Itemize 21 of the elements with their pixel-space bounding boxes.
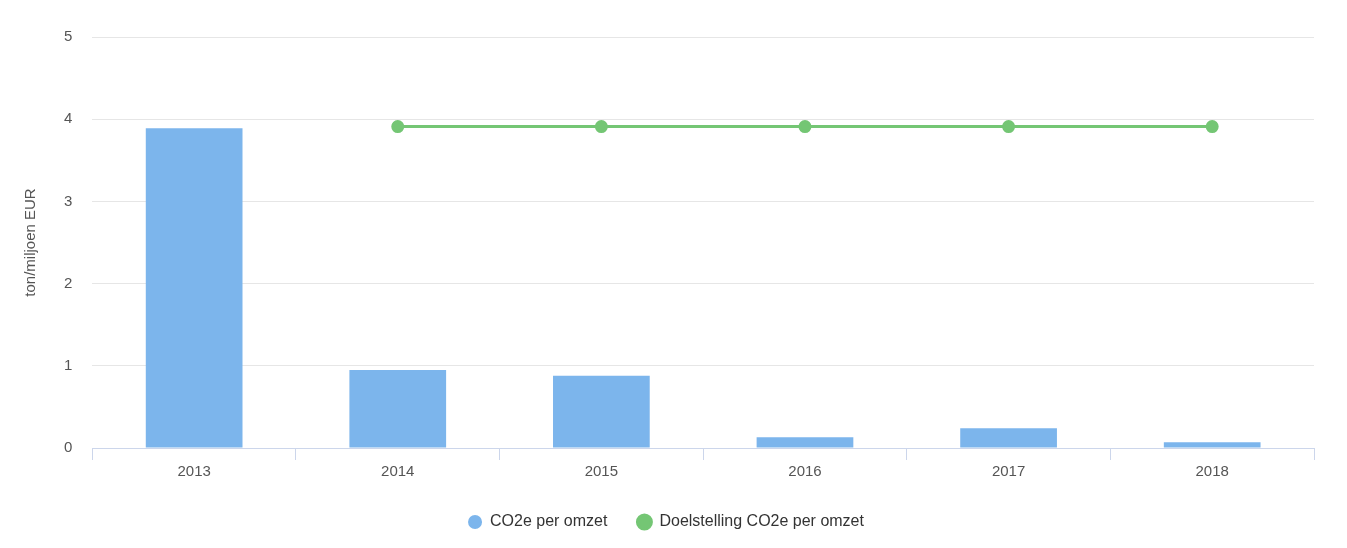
y-tick-label: 5 bbox=[64, 27, 73, 45]
x-tick-label: 2016 bbox=[788, 462, 822, 480]
x-tick-label: 2014 bbox=[381, 462, 415, 480]
x-tick-label: 2017 bbox=[991, 462, 1026, 480]
bar bbox=[960, 428, 1057, 448]
bar bbox=[553, 375, 650, 448]
x-tick-label: 2015 bbox=[584, 462, 619, 480]
legend-label: CO2e per omzet bbox=[490, 512, 608, 530]
y-tick-label: 4 bbox=[64, 109, 73, 127]
legend-label: Doelstelling CO2e per omzet bbox=[659, 512, 865, 530]
bar bbox=[145, 128, 243, 448]
bar bbox=[1163, 442, 1261, 448]
y-axis-title: ton/miljoen EUR bbox=[21, 188, 39, 297]
y-tick-label: 0 bbox=[64, 438, 73, 456]
x-tick-label: 2013 bbox=[177, 462, 211, 480]
y-tick-label: 1 bbox=[64, 355, 73, 373]
y-tick-label: 3 bbox=[64, 191, 73, 209]
bar bbox=[349, 369, 447, 448]
bar bbox=[756, 437, 854, 448]
x-tick-label: 2018 bbox=[1195, 462, 1229, 480]
y-tick-label: 2 bbox=[64, 273, 73, 291]
